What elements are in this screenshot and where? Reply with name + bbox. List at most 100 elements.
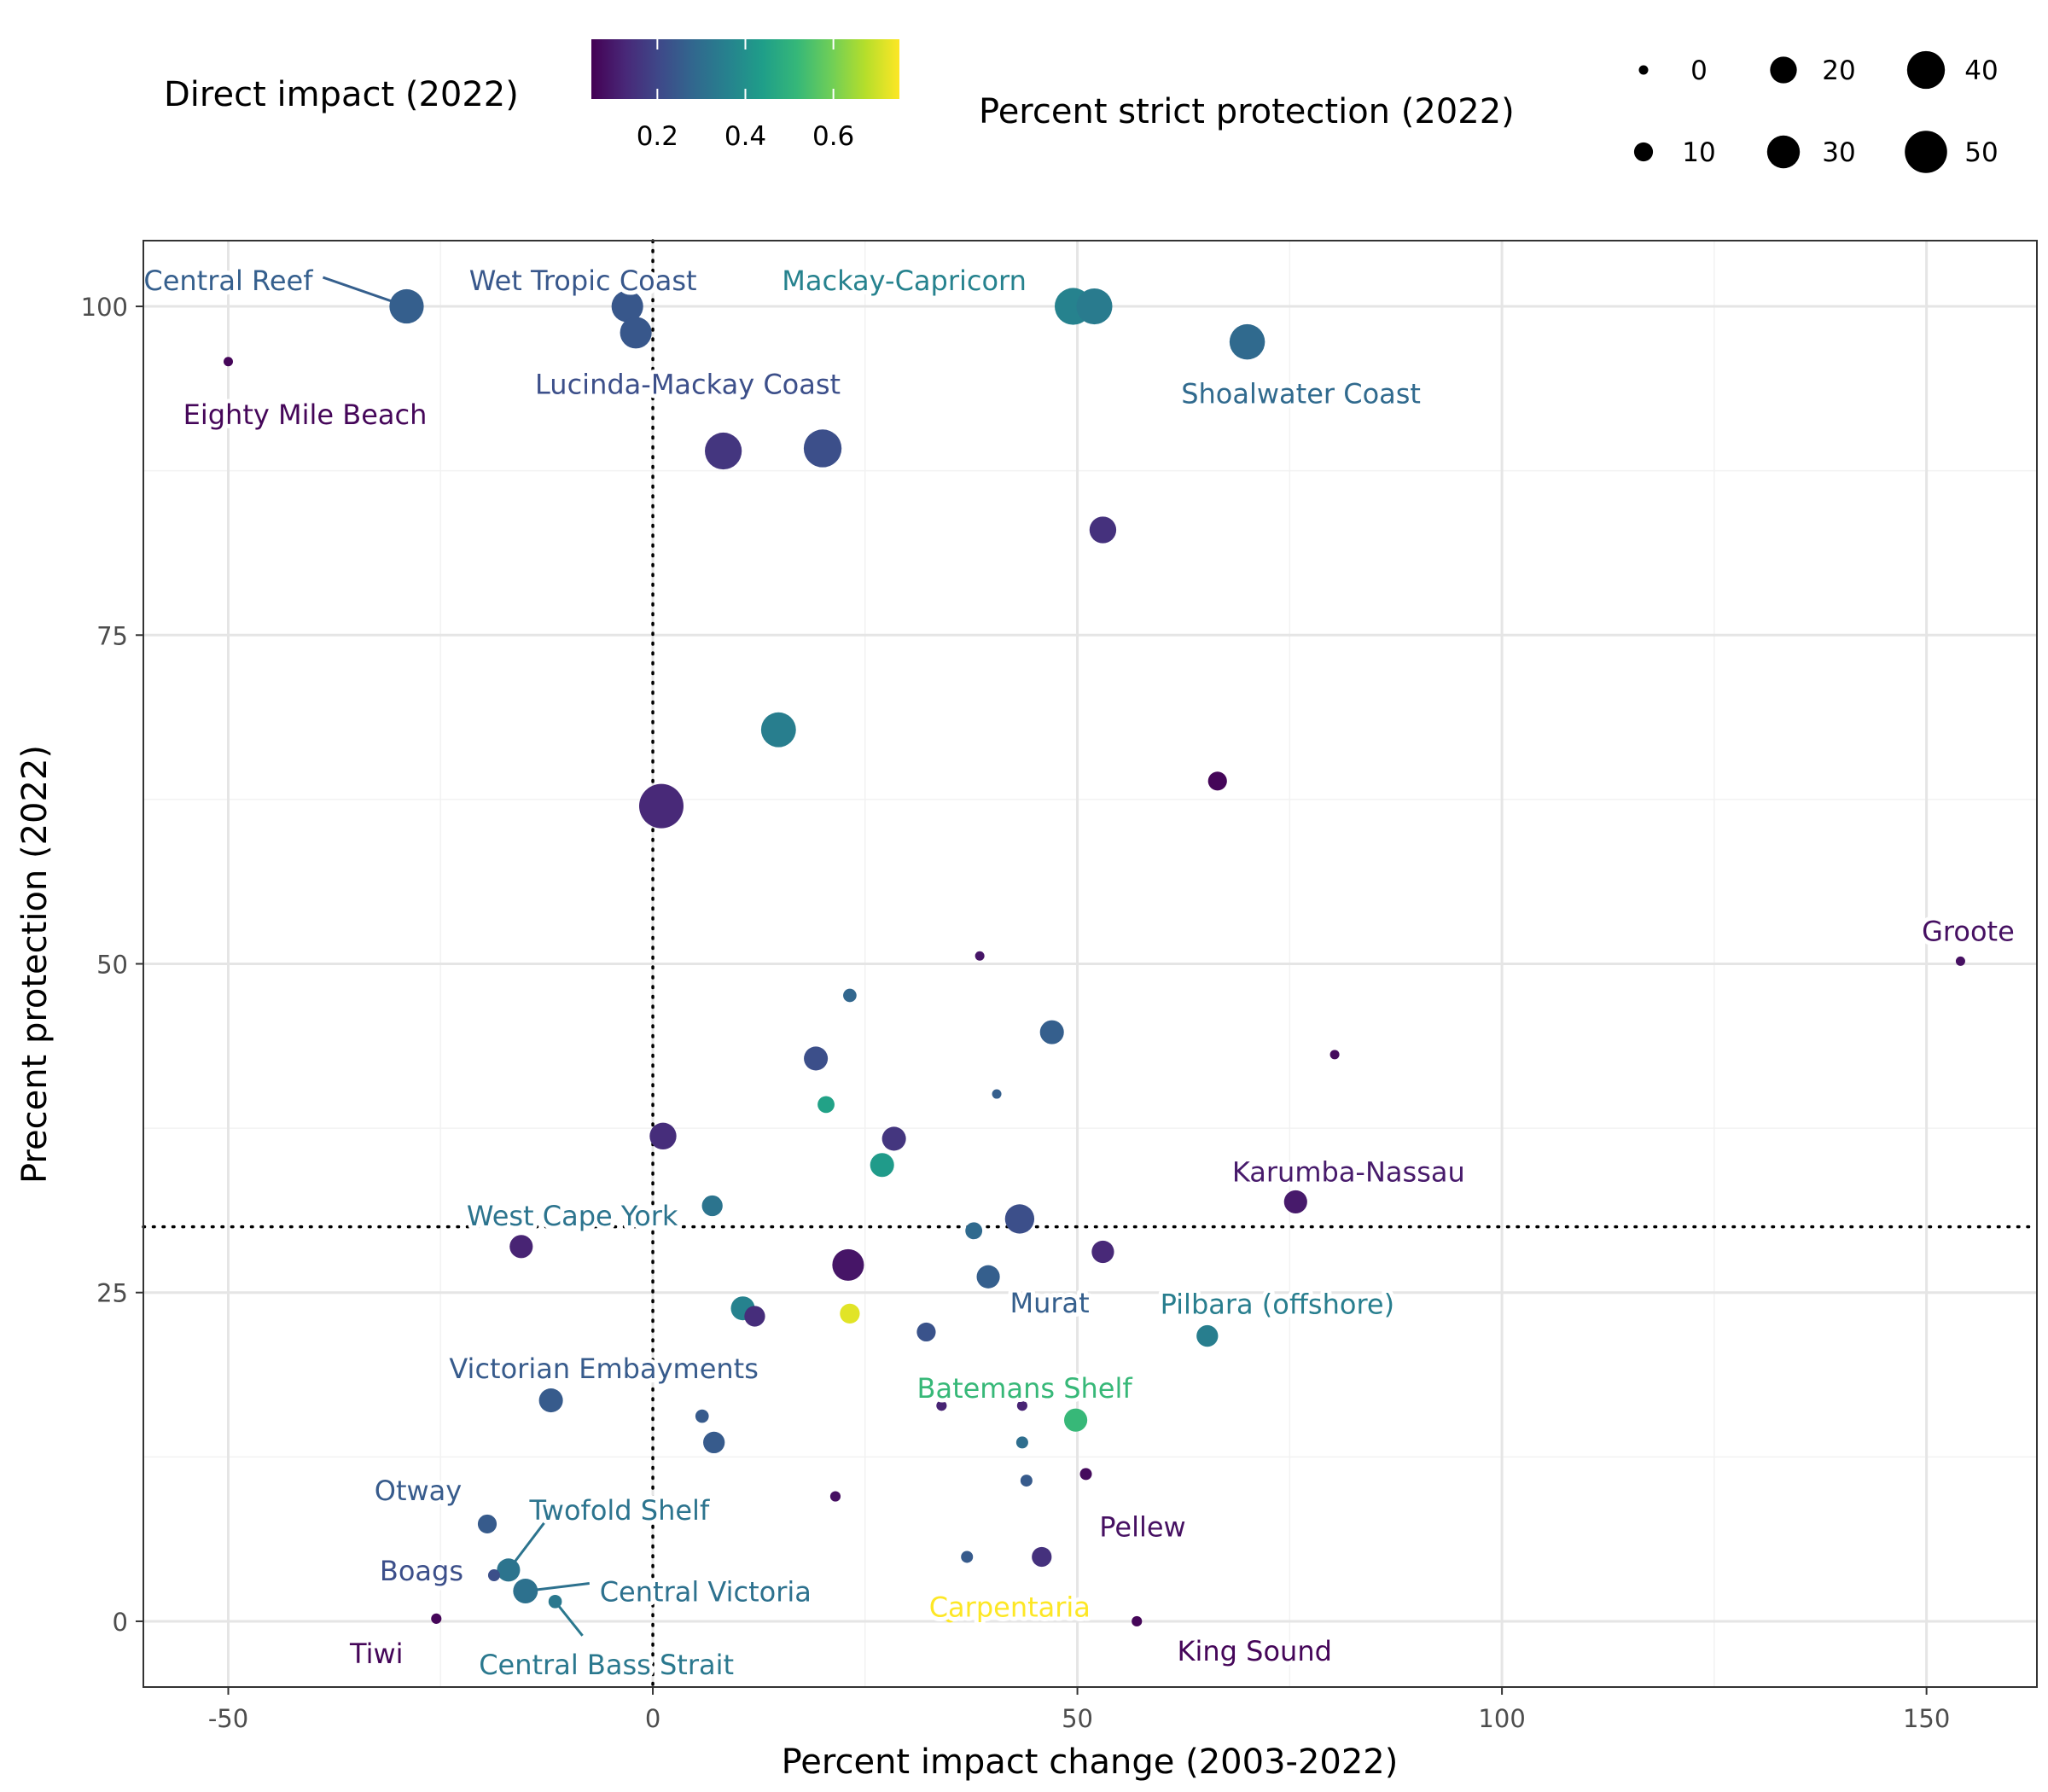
- y-axis-title: Precent protection (2022): [15, 745, 55, 1184]
- point-label: Central Victoria: [600, 1576, 812, 1609]
- data-point: [705, 432, 742, 470]
- data-point: [916, 1322, 936, 1342]
- data-point: [945, 1612, 956, 1623]
- point-label: Boags: [380, 1555, 463, 1587]
- y-tick-label: 75: [96, 621, 128, 650]
- data-point: [538, 1388, 563, 1413]
- size-legend-items: 0 10 20 30 40 50: [1633, 50, 1999, 173]
- x-tick-label: 0: [645, 1704, 660, 1733]
- data-point: [701, 1195, 723, 1217]
- data-point: [975, 951, 985, 961]
- point-label: King Sound: [1178, 1635, 1332, 1667]
- x-tick-label: -50: [208, 1704, 248, 1733]
- x-tick-label: 100: [1478, 1704, 1525, 1733]
- data-point: [881, 1126, 906, 1151]
- point-label: Tiwi: [349, 1638, 404, 1670]
- data-point: [620, 317, 652, 349]
- data-point: [1032, 1546, 1052, 1568]
- x-tick-label: 150: [1903, 1704, 1950, 1733]
- size-legend-label: 40: [1964, 55, 1998, 86]
- point-label: Karumba-Nassau: [1232, 1155, 1465, 1188]
- data-point: [832, 1248, 864, 1281]
- data-points: [224, 288, 1965, 1627]
- data-point: [992, 1089, 1002, 1099]
- colorbar-tick-label: 0.6: [812, 121, 854, 152]
- y-tick-label: 100: [81, 293, 128, 322]
- size-legend: Percent strict protection (2022) 0 10 20 30…: [979, 50, 1999, 173]
- data-point: [611, 290, 643, 323]
- data-point: [1091, 1240, 1114, 1264]
- x-axis-title: Percent impact change (2003-2022): [782, 1743, 1399, 1782]
- point-label: Victorian Embayments: [449, 1353, 759, 1385]
- reference-lines: [142, 239, 2039, 1689]
- colorbar-tick-label: 0.2: [637, 121, 678, 152]
- size-legend-label: 10: [1682, 137, 1715, 168]
- data-point: [1089, 516, 1117, 544]
- data-point: [695, 1409, 709, 1423]
- point-label: Lucinda-Mackay Coast: [535, 368, 841, 400]
- data-point: [976, 1265, 1000, 1289]
- data-point: [840, 1303, 860, 1324]
- data-point: [1196, 1324, 1219, 1347]
- data-point: [1064, 1408, 1088, 1432]
- data-point: [1283, 1190, 1307, 1213]
- point-label: Carpentaria: [929, 1591, 1091, 1623]
- data-point: [1015, 1436, 1028, 1449]
- data-point: [803, 429, 842, 468]
- data-point: [703, 1431, 725, 1454]
- color-legend: Direct impact (2022) 0.2 0.4 0.6: [164, 39, 899, 152]
- point-label: Murat: [1009, 1287, 1089, 1319]
- point-label: Central Reef: [143, 265, 313, 297]
- data-point: [870, 1153, 894, 1178]
- point-label: Wet Tropic Coast: [469, 265, 697, 297]
- grid: [143, 241, 2037, 1687]
- size-legend-dot: [1638, 65, 1649, 75]
- data-point: [829, 1491, 841, 1502]
- size-legend-dot: [1906, 50, 1946, 90]
- data-point: [1039, 1020, 1064, 1044]
- data-point: [431, 1613, 442, 1624]
- data-point: [843, 988, 857, 1003]
- data-point: [1079, 1468, 1092, 1481]
- data-point: [1076, 288, 1113, 325]
- data-point: [638, 783, 684, 829]
- plot-panel: Central Reef Wet Tropic Coast Eighty Mile …: [139, 239, 2039, 1689]
- y-tick-label: 50: [96, 951, 128, 980]
- data-point: [487, 1569, 500, 1582]
- size-legend-dot: [1905, 131, 1947, 173]
- data-point: [744, 1306, 765, 1327]
- point-label: West Cape York: [467, 1200, 678, 1232]
- data-point: [936, 1400, 947, 1411]
- size-legend-label: 50: [1964, 137, 1998, 168]
- colorbar-tick-label: 0.4: [724, 121, 766, 152]
- data-point: [513, 1579, 538, 1603]
- data-point: [1132, 1615, 1143, 1627]
- size-legend-label: 30: [1822, 137, 1855, 168]
- colorbar-ticks: 0.2 0.4 0.6: [637, 39, 854, 152]
- data-point: [1229, 323, 1265, 360]
- data-point: [1004, 1204, 1035, 1234]
- data-point: [477, 1514, 497, 1534]
- data-point: [1207, 771, 1227, 791]
- point-label: Shoalwater Coast: [1181, 378, 1421, 410]
- x-tick-label: 50: [1062, 1704, 1093, 1733]
- data-point: [509, 1235, 533, 1259]
- data-point: [1955, 956, 1965, 966]
- data-point: [548, 1595, 562, 1609]
- point-label: Twofold Shelf: [529, 1494, 710, 1527]
- point-label: Batemans Shelf: [917, 1372, 1133, 1405]
- size-legend-dot: [1770, 56, 1797, 84]
- size-legend-label: 20: [1822, 55, 1855, 86]
- data-point: [224, 357, 234, 367]
- data-point: [965, 1222, 983, 1240]
- point-label: Pellew: [1099, 1511, 1185, 1544]
- point-label: Pilbara (offshore): [1161, 1289, 1395, 1321]
- label-leader-line: [507, 1512, 553, 1571]
- data-point: [1329, 1050, 1340, 1060]
- point-labels: Central Reef Wet Tropic Coast Eighty Mile …: [139, 260, 2018, 1685]
- size-legend-label: 0: [1690, 55, 1708, 86]
- point-label: Eighty Mile Beach: [183, 399, 428, 431]
- data-point: [649, 1122, 677, 1150]
- point-label: Mackay-Capricorn: [782, 265, 1027, 297]
- x-axis-ticks: -50 0 50 100 150: [208, 1687, 1950, 1733]
